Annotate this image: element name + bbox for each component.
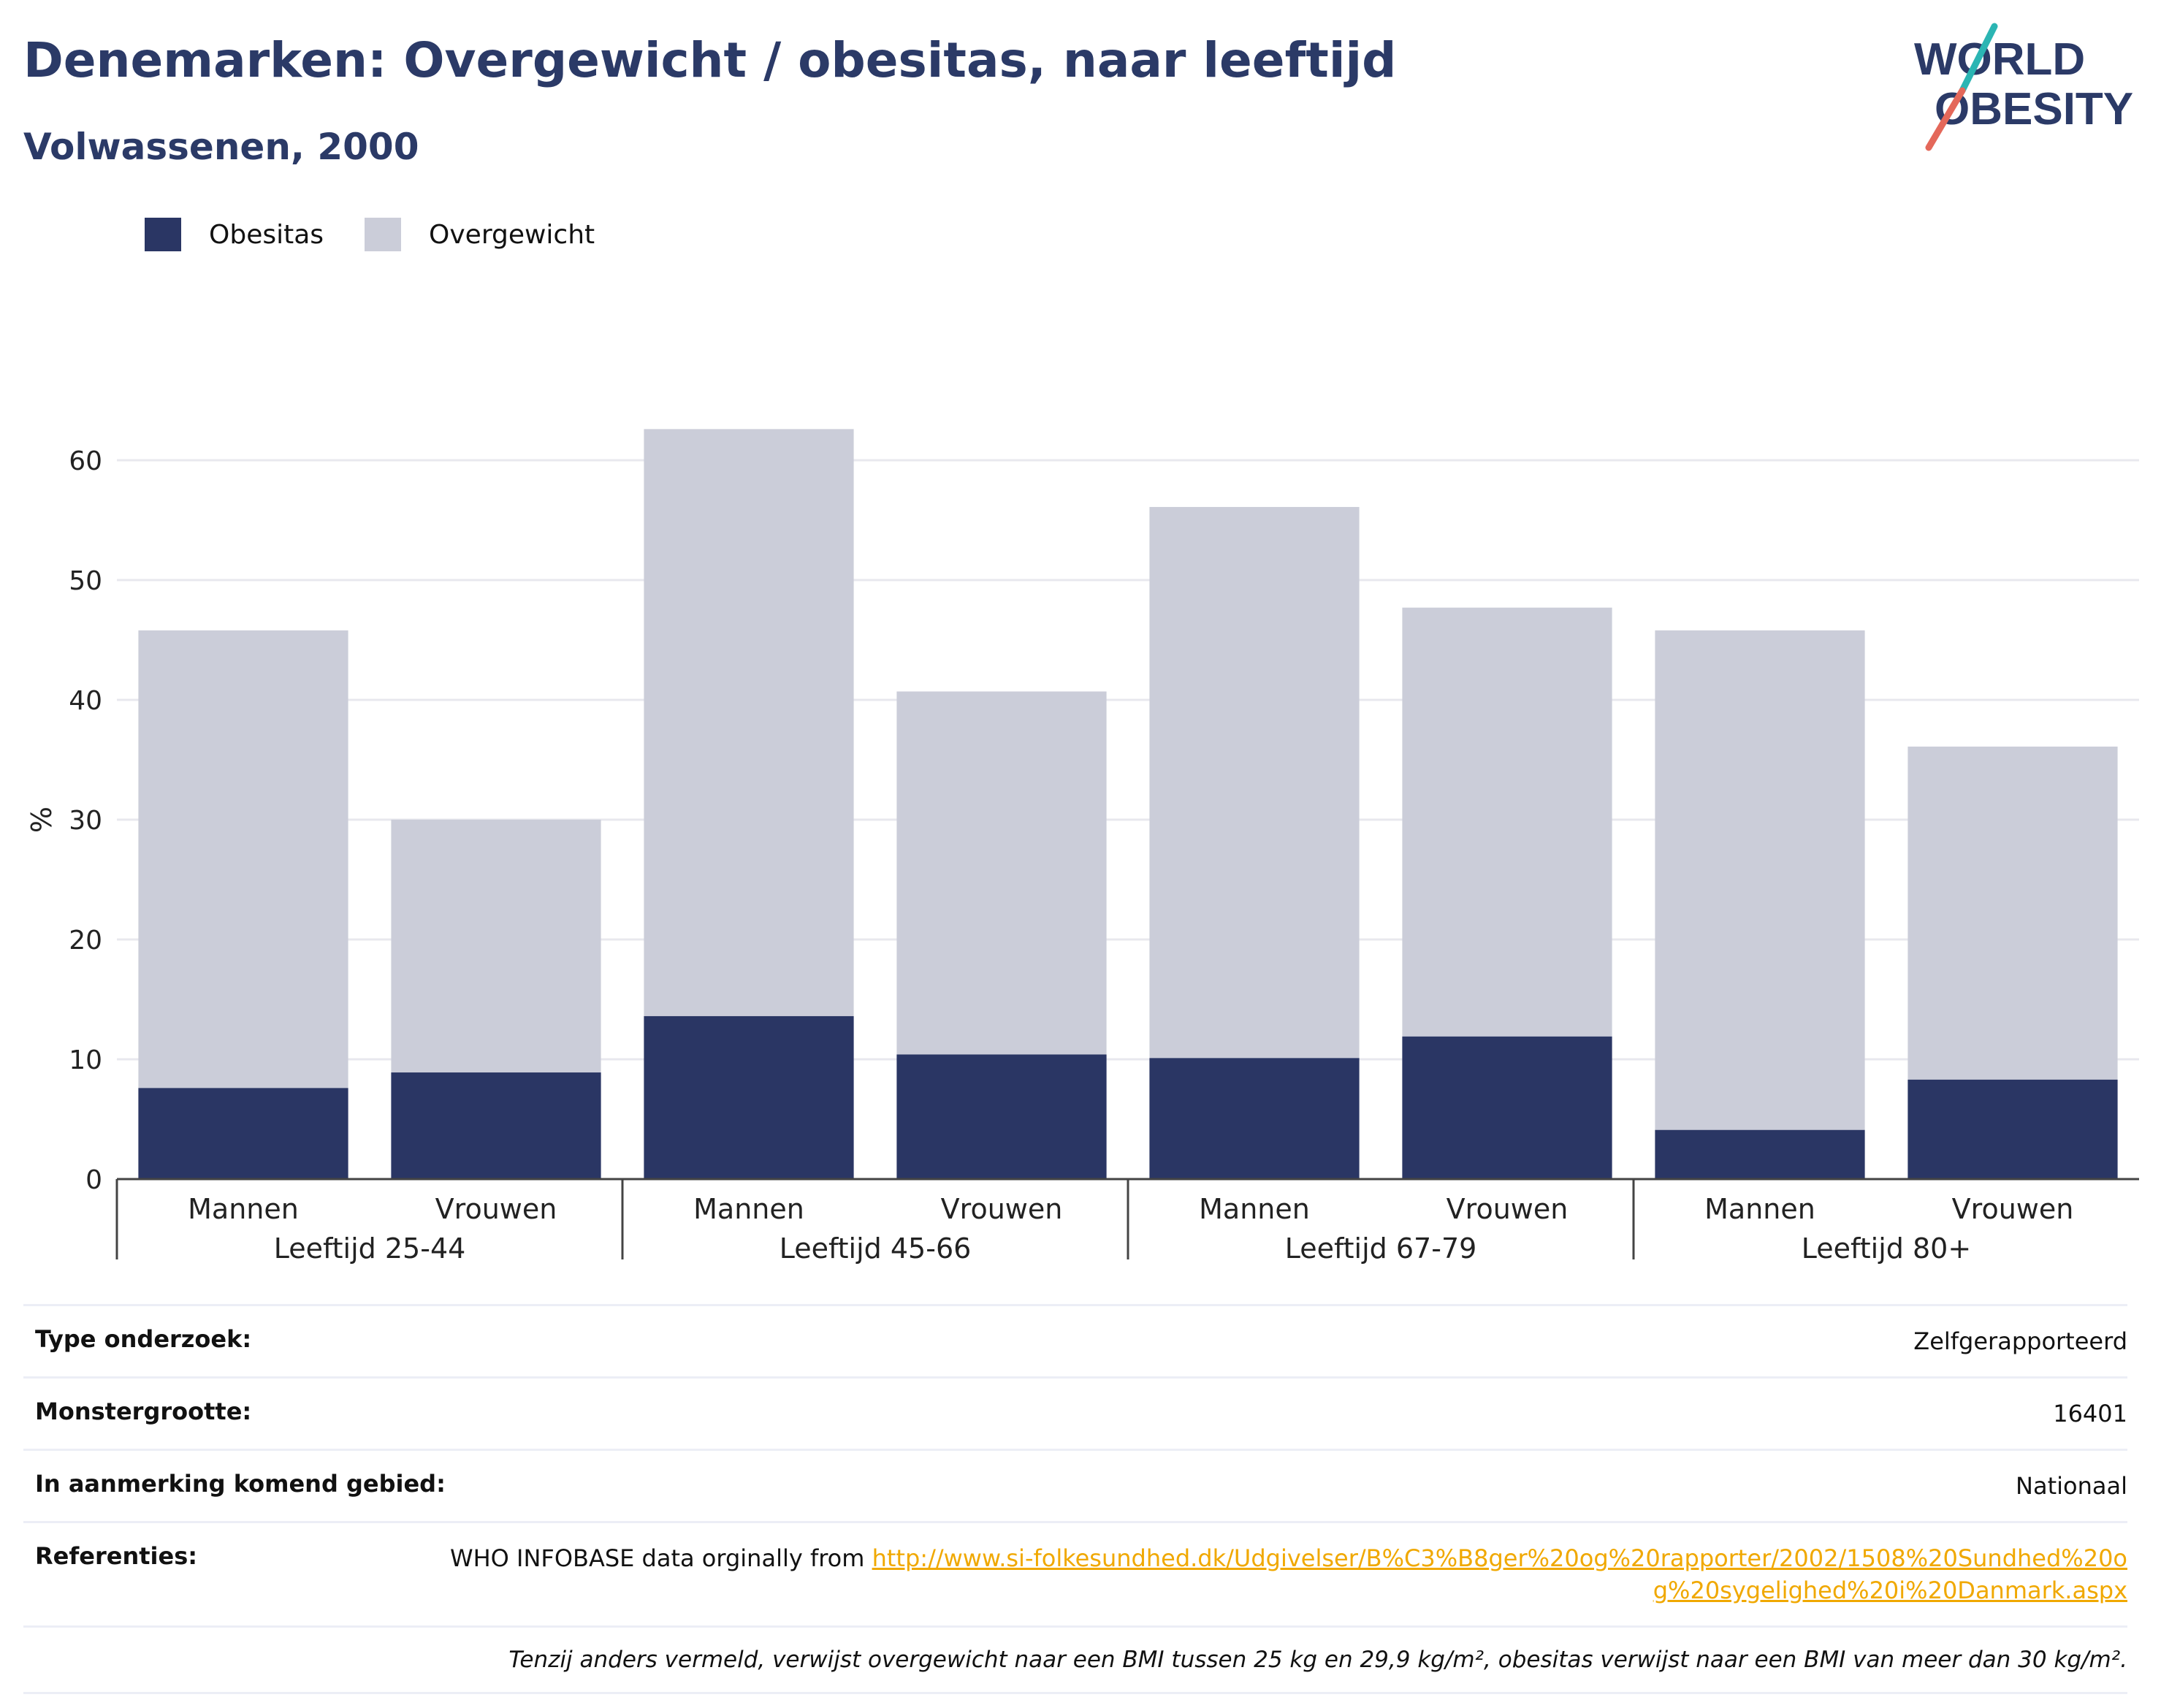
- meta-value: WHO INFOBASE data orginally from http://…: [447, 1542, 2127, 1606]
- meta-row-survey-type: Type onderzoek: Zelfgerapporteerd: [23, 1304, 2127, 1376]
- logo-line2: OBESITY: [1935, 84, 2133, 134]
- logo-slash-teal: [1959, 23, 1998, 94]
- legend-swatch-obesitas: [145, 218, 181, 251]
- x-tick-label: Mannen: [1199, 1193, 1310, 1225]
- world-obesity-logo: WORLD OBESITY: [1914, 23, 2133, 151]
- meta-key: In aanmerking komend gebied:: [35, 1470, 446, 1498]
- legend-label-obesitas: Obesitas: [209, 219, 324, 250]
- bar-obesitas: [1402, 1036, 1612, 1179]
- meta-row-sample-size: Monstergrootte: 16401: [23, 1376, 2127, 1449]
- bar-obesitas: [391, 1072, 601, 1179]
- group-label: Leeftijd 67-79: [1285, 1232, 1477, 1265]
- page-subtitle: Volwassenen, 2000: [23, 126, 419, 168]
- y-tick-label: 30: [69, 806, 102, 836]
- x-tick-label: Vrouwen: [435, 1193, 557, 1225]
- page-title: Denemarken: Overgewicht / obesitas, naar…: [23, 32, 1397, 88]
- bar-chart: 0 10 20 30 40 50 60% Mannen Vrouwen Mannen Vrouwen…: [26, 429, 2139, 1265]
- y-tick-label: 0: [85, 1165, 102, 1195]
- chart-legend: Obesitas Overgewicht: [145, 218, 636, 251]
- group-label: Leeftijd 25-44: [274, 1232, 466, 1265]
- reference-text: WHO INFOBASE data orginally from: [449, 1544, 872, 1572]
- x-tick-label: Vrouwen: [1952, 1193, 2074, 1225]
- logo-line1: WORLD: [1914, 34, 2085, 85]
- bar-obesitas: [1907, 1079, 2118, 1179]
- y-tick-label: 40: [69, 686, 102, 716]
- y-tick-label: 10: [69, 1045, 102, 1075]
- y-tick-label: 20: [69, 926, 102, 956]
- meta-key: Type onderzoek:: [35, 1325, 252, 1353]
- group-label: Leeftijd 80+: [1802, 1232, 1971, 1265]
- bar-overgewicht: [1655, 630, 1865, 1179]
- bar-obesitas: [896, 1054, 1107, 1179]
- metadata-table: Type onderzoek: Zelfgerapporteerd Monste…: [23, 1304, 2127, 1694]
- x-tick-label: Vrouwen: [941, 1193, 1063, 1225]
- bar-obesitas: [1149, 1058, 1360, 1179]
- meta-row-references: Referenties: WHO INFOBASE data orginally…: [23, 1521, 2127, 1625]
- definition-note: Tenzij anders vermeld, verwijst overgewi…: [23, 1625, 2127, 1694]
- y-tick-label: 50: [69, 566, 102, 596]
- meta-key: Referenties:: [35, 1542, 198, 1570]
- meta-value: Nationaal: [2016, 1472, 2127, 1500]
- group-label: Leeftijd 45-66: [780, 1232, 972, 1265]
- x-tick-label: Mannen: [693, 1193, 804, 1225]
- logo-slash-red: [1925, 87, 1966, 151]
- y-tick-label: 60: [69, 446, 102, 476]
- meta-key: Monstergrootte:: [35, 1398, 252, 1425]
- legend-swatch-overgewicht: [365, 218, 402, 251]
- meta-value: 16401: [2053, 1400, 2127, 1427]
- x-tick-label: Vrouwen: [1447, 1193, 1569, 1225]
- x-tick-label: Mannen: [1704, 1193, 1815, 1225]
- legend-label-overgewicht: Overgewicht: [429, 219, 595, 250]
- reference-link[interactable]: http://www.si-folkesundhed.dk/Udgivelser…: [872, 1544, 2127, 1604]
- bar-obesitas: [138, 1088, 348, 1179]
- bar-obesitas: [644, 1015, 854, 1179]
- meta-row-area: In aanmerking komend gebied: Nationaal: [23, 1449, 2127, 1521]
- x-tick-label: Mannen: [188, 1193, 299, 1225]
- y-axis-label: %: [26, 807, 58, 833]
- bar-obesitas: [1655, 1129, 1865, 1179]
- meta-value: Zelfgerapporteerd: [1913, 1327, 2127, 1355]
- bar-overgewicht: [138, 630, 348, 1179]
